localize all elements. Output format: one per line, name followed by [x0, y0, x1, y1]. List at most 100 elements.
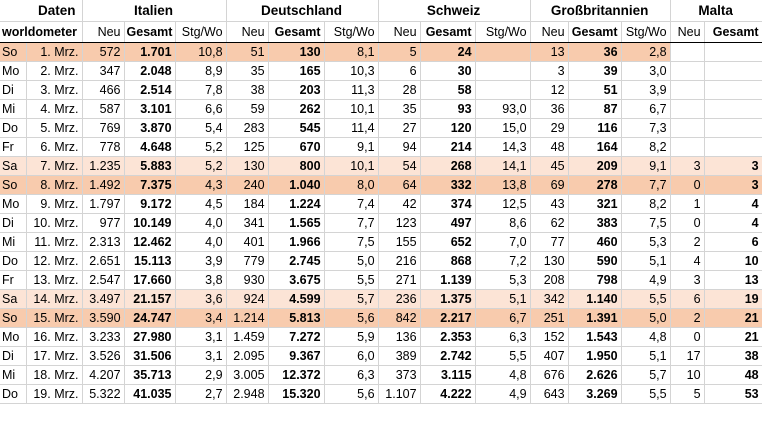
cell-it-gesamt: 1.701: [124, 42, 176, 62]
cell-ch-neu: 155: [377, 232, 421, 252]
cell-mt-neu: [669, 99, 705, 119]
cell-de-gesamt: 3.675: [268, 270, 325, 290]
cell-ch-neu: 271: [377, 270, 421, 290]
cell-it-stg: 3,4: [175, 308, 227, 328]
cell-ch-stg: 5,1: [475, 289, 531, 309]
cell-mt-neu: 2: [669, 308, 705, 328]
cell-mt-gesamt: 13: [704, 270, 762, 290]
cell-de-stg: 5,5: [324, 270, 379, 290]
cell-gb-gesamt: 321: [568, 194, 622, 214]
cell-ch-gesamt: 1.139: [420, 270, 476, 290]
cell-gb-neu: 152: [529, 327, 569, 347]
col-gesamt-ch: Gesamt: [420, 21, 476, 43]
cell-gb-gesamt: 87: [568, 99, 622, 119]
col-gesamt-mt: Gesamt: [704, 21, 762, 43]
table-row: Di 17. Mrz. 3.526 31.506 3,1 2.095 9.367 6,0 389…: [0, 346, 762, 366]
cell-de-stg: 11,4: [324, 118, 379, 138]
cell-ch-gesamt: 4.222: [420, 384, 476, 404]
cell-mt-neu: 3: [669, 156, 705, 176]
cell-mt-gesamt: 53: [704, 384, 762, 404]
cell-de-stg: 7,5: [324, 232, 379, 252]
cell-de-gesamt: 165: [268, 61, 325, 81]
cell-it-neu: 4.207: [81, 365, 125, 385]
cell-date: 7. Mrz.: [26, 156, 83, 176]
cell-mt-gesamt: 4: [704, 194, 762, 214]
cell-it-stg: 5,4: [175, 118, 227, 138]
col-gesamt-it: Gesamt: [124, 21, 176, 43]
cell-de-neu: 59: [225, 99, 269, 119]
cell-gb-neu: 251: [529, 308, 569, 328]
cell-it-neu: 977: [81, 213, 125, 233]
cell-mt-neu: 10: [669, 365, 705, 385]
cell-gb-neu: 36: [529, 99, 569, 119]
cell-gb-neu: 676: [529, 365, 569, 385]
header-country-italien: Italien: [81, 0, 227, 22]
cell-gb-neu: 45: [529, 156, 569, 176]
col-neu-it: Neu: [81, 21, 125, 43]
cell-gb-stg: 3,9: [621, 80, 671, 100]
cell-it-stg: 10,8: [175, 42, 227, 62]
cell-it-gesamt: 3.101: [124, 99, 176, 119]
cell-gb-stg: 3,0: [621, 61, 671, 81]
table-row: Mi 18. Mrz. 4.207 35.713 2,9 3.005 12.372 6,3 37…: [0, 365, 762, 385]
cell-it-stg: 8,9: [175, 61, 227, 81]
cell-gb-neu: 43: [529, 194, 569, 214]
col-stg-gb: Stg/Wo: [621, 21, 671, 43]
cell-date: 11. Mrz.: [26, 232, 83, 252]
cell-gb-gesamt: 1.391: [568, 308, 622, 328]
cell-gb-neu: 29: [529, 118, 569, 138]
cell-gb-neu: 208: [529, 270, 569, 290]
cell-gb-stg: 7,7: [621, 175, 671, 195]
cell-de-stg: 7,4: [324, 194, 379, 214]
cell-ch-neu: 5: [377, 42, 421, 62]
cell-ch-neu: 136: [377, 327, 421, 347]
cell-gb-stg: 8,2: [621, 137, 671, 157]
cell-ch-stg: [475, 61, 531, 81]
cell-weekday: So: [0, 42, 27, 62]
cell-de-neu: 1.214: [225, 308, 269, 328]
cell-ch-gesamt: 3.115: [420, 365, 476, 385]
cell-de-stg: 7,7: [324, 213, 379, 233]
cell-mt-neu: 1: [669, 194, 705, 214]
cell-date: 4. Mrz.: [26, 99, 83, 119]
cell-ch-neu: 236: [377, 289, 421, 309]
cell-ch-stg: 5,3: [475, 270, 531, 290]
cell-de-stg: 6,0: [324, 346, 379, 366]
cell-it-gesamt: 2.514: [124, 80, 176, 100]
cell-weekday: Do: [0, 384, 27, 404]
cell-date: 9. Mrz.: [26, 194, 83, 214]
table-row: Sa 14. Mrz. 3.497 21.157 3,6 924 4.599 5,7 236 1.…: [0, 289, 762, 309]
cell-ch-neu: 42: [377, 194, 421, 214]
cell-gb-gesamt: 460: [568, 232, 622, 252]
cell-ch-stg: 14,1: [475, 156, 531, 176]
cell-it-gesamt: 24.747: [124, 308, 176, 328]
cell-de-stg: 10,1: [324, 99, 379, 119]
cell-weekday: Mo: [0, 194, 27, 214]
cell-it-gesamt: 3.870: [124, 118, 176, 138]
col-neu-gb: Neu: [529, 21, 569, 43]
cell-de-neu: 1.459: [225, 327, 269, 347]
table-row: So 8. Mrz. 1.492 7.375 4,3 240 1.040 8,0 64 332 13…: [0, 175, 762, 195]
cell-it-gesamt: 27.980: [124, 327, 176, 347]
cell-de-gesamt: 203: [268, 80, 325, 100]
header-country-deutschland: Deutschland: [225, 0, 379, 22]
cell-ch-gesamt: 58: [420, 80, 476, 100]
cell-date: 13. Mrz.: [26, 270, 83, 290]
cell-it-stg: 3,1: [175, 327, 227, 347]
cell-gb-neu: 48: [529, 137, 569, 157]
col-stg-ch: Stg/Wo: [475, 21, 531, 43]
cell-weekday: Mi: [0, 232, 27, 252]
cell-de-neu: 930: [225, 270, 269, 290]
cell-mt-gesamt: [704, 80, 762, 100]
cell-it-neu: 3.590: [81, 308, 125, 328]
cell-mt-gesamt: 21: [704, 327, 762, 347]
col-neu-de: Neu: [225, 21, 269, 43]
cell-de-stg: 11,3: [324, 80, 379, 100]
cell-ch-stg: [475, 80, 531, 100]
cell-date: 12. Mrz.: [26, 251, 83, 271]
cell-de-gesamt: 800: [268, 156, 325, 176]
cell-de-gesamt: 9.367: [268, 346, 325, 366]
table-row: Mo 9. Mrz. 1.797 9.172 4,5 184 1.224 7,4 42 374 12…: [0, 194, 762, 214]
cell-de-stg: 5,6: [324, 384, 379, 404]
cell-ch-gesamt: 332: [420, 175, 476, 195]
